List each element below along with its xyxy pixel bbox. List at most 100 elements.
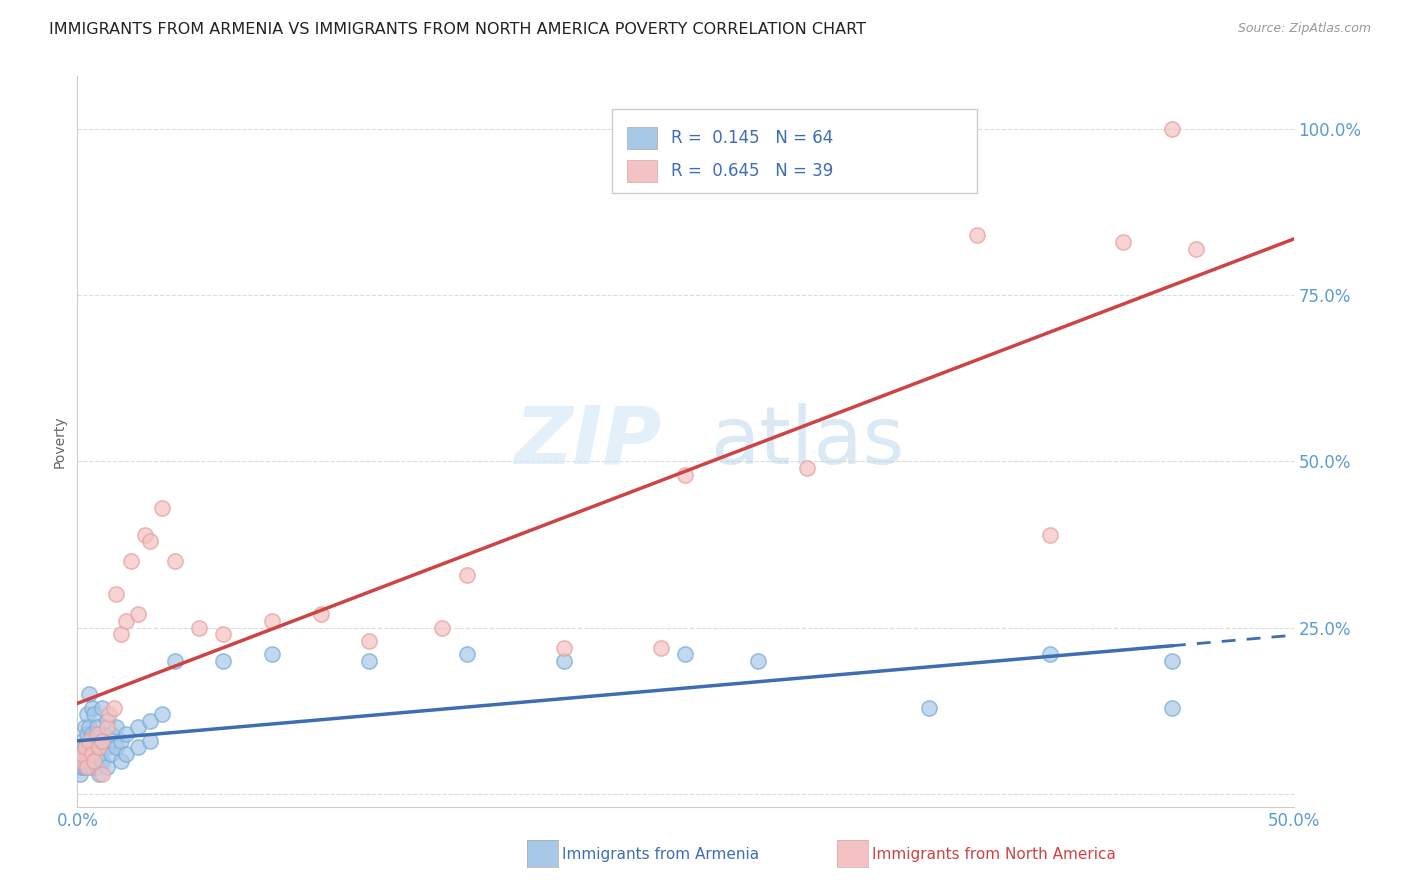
Point bbox=[86, 760, 108, 774]
Point bbox=[79, 754, 101, 768]
Point bbox=[69, 747, 91, 761]
Bar bbox=[627, 160, 658, 182]
Point bbox=[90, 700, 112, 714]
Bar bbox=[627, 127, 658, 149]
Point bbox=[1161, 654, 1184, 668]
Point bbox=[110, 754, 132, 768]
Point bbox=[359, 634, 381, 648]
Point bbox=[73, 754, 96, 768]
Point bbox=[79, 721, 101, 735]
Point bbox=[96, 721, 118, 735]
Point bbox=[152, 501, 174, 516]
Point bbox=[70, 760, 93, 774]
Point bbox=[69, 767, 91, 781]
Point bbox=[309, 607, 332, 622]
Point bbox=[73, 740, 96, 755]
Point bbox=[163, 554, 186, 568]
Point bbox=[83, 707, 105, 722]
Point bbox=[105, 740, 128, 755]
Point bbox=[73, 760, 96, 774]
Point bbox=[76, 727, 98, 741]
Text: Immigrants from North America: Immigrants from North America bbox=[872, 847, 1115, 862]
Point bbox=[90, 767, 112, 781]
Point bbox=[139, 714, 162, 728]
Point bbox=[115, 747, 138, 761]
Point bbox=[89, 727, 111, 741]
Point bbox=[96, 760, 118, 774]
Point bbox=[76, 747, 98, 761]
Point bbox=[212, 627, 235, 641]
Point bbox=[127, 607, 149, 622]
Point bbox=[90, 733, 112, 747]
Point bbox=[1039, 527, 1062, 541]
Point bbox=[553, 654, 575, 668]
Point bbox=[212, 654, 235, 668]
Point bbox=[127, 721, 149, 735]
Point bbox=[96, 740, 118, 755]
Point bbox=[89, 740, 111, 755]
Point bbox=[163, 654, 186, 668]
Point bbox=[76, 707, 98, 722]
Point bbox=[70, 747, 93, 761]
Point bbox=[79, 687, 101, 701]
Point bbox=[76, 760, 98, 774]
Point bbox=[79, 733, 101, 747]
Point bbox=[260, 648, 283, 662]
Point bbox=[134, 527, 156, 541]
Text: R =  0.145   N = 64: R = 0.145 N = 64 bbox=[671, 129, 834, 147]
Point bbox=[89, 747, 111, 761]
Point bbox=[90, 754, 112, 768]
Point bbox=[110, 733, 132, 747]
FancyBboxPatch shape bbox=[613, 109, 977, 193]
Point bbox=[100, 747, 122, 761]
Point bbox=[69, 754, 91, 768]
Point bbox=[430, 621, 453, 635]
Text: ZIP: ZIP bbox=[515, 402, 662, 481]
Point bbox=[796, 461, 818, 475]
Point bbox=[110, 627, 132, 641]
Point bbox=[80, 747, 103, 761]
Point bbox=[80, 747, 103, 761]
Point bbox=[120, 554, 142, 568]
Point bbox=[456, 567, 478, 582]
Point bbox=[152, 707, 174, 722]
Point bbox=[1112, 235, 1135, 249]
Point bbox=[1161, 700, 1184, 714]
Point bbox=[79, 740, 101, 755]
Point bbox=[553, 640, 575, 655]
Point bbox=[188, 621, 211, 635]
Point bbox=[918, 700, 941, 714]
Point bbox=[86, 740, 108, 755]
Point bbox=[73, 740, 96, 755]
Point bbox=[70, 747, 93, 761]
Point bbox=[1161, 122, 1184, 136]
Point bbox=[80, 727, 103, 741]
Point bbox=[96, 714, 118, 728]
Point bbox=[456, 648, 478, 662]
Text: IMMIGRANTS FROM ARMENIA VS IMMIGRANTS FROM NORTH AMERICA POVERTY CORRELATION CHA: IMMIGRANTS FROM ARMENIA VS IMMIGRANTS FR… bbox=[49, 22, 866, 37]
Text: R =  0.645   N = 39: R = 0.645 N = 39 bbox=[671, 162, 834, 180]
Text: Source: ZipAtlas.com: Source: ZipAtlas.com bbox=[1237, 22, 1371, 36]
Point bbox=[105, 721, 128, 735]
Point bbox=[76, 760, 98, 774]
Point bbox=[966, 228, 988, 243]
Point bbox=[675, 648, 697, 662]
Point bbox=[747, 654, 769, 668]
Point bbox=[103, 700, 125, 714]
Point bbox=[675, 467, 697, 482]
Point bbox=[97, 707, 120, 722]
Point bbox=[69, 754, 91, 768]
Point bbox=[90, 733, 112, 747]
Point bbox=[115, 727, 138, 741]
Point bbox=[89, 767, 111, 781]
Point bbox=[260, 614, 283, 628]
Point bbox=[1039, 648, 1062, 662]
Text: atlas: atlas bbox=[710, 402, 904, 481]
Point bbox=[86, 727, 108, 741]
Point bbox=[83, 754, 105, 768]
Y-axis label: Poverty: Poverty bbox=[52, 416, 66, 467]
Point bbox=[359, 654, 381, 668]
Point bbox=[80, 760, 103, 774]
Point bbox=[70, 754, 93, 768]
Point bbox=[86, 721, 108, 735]
